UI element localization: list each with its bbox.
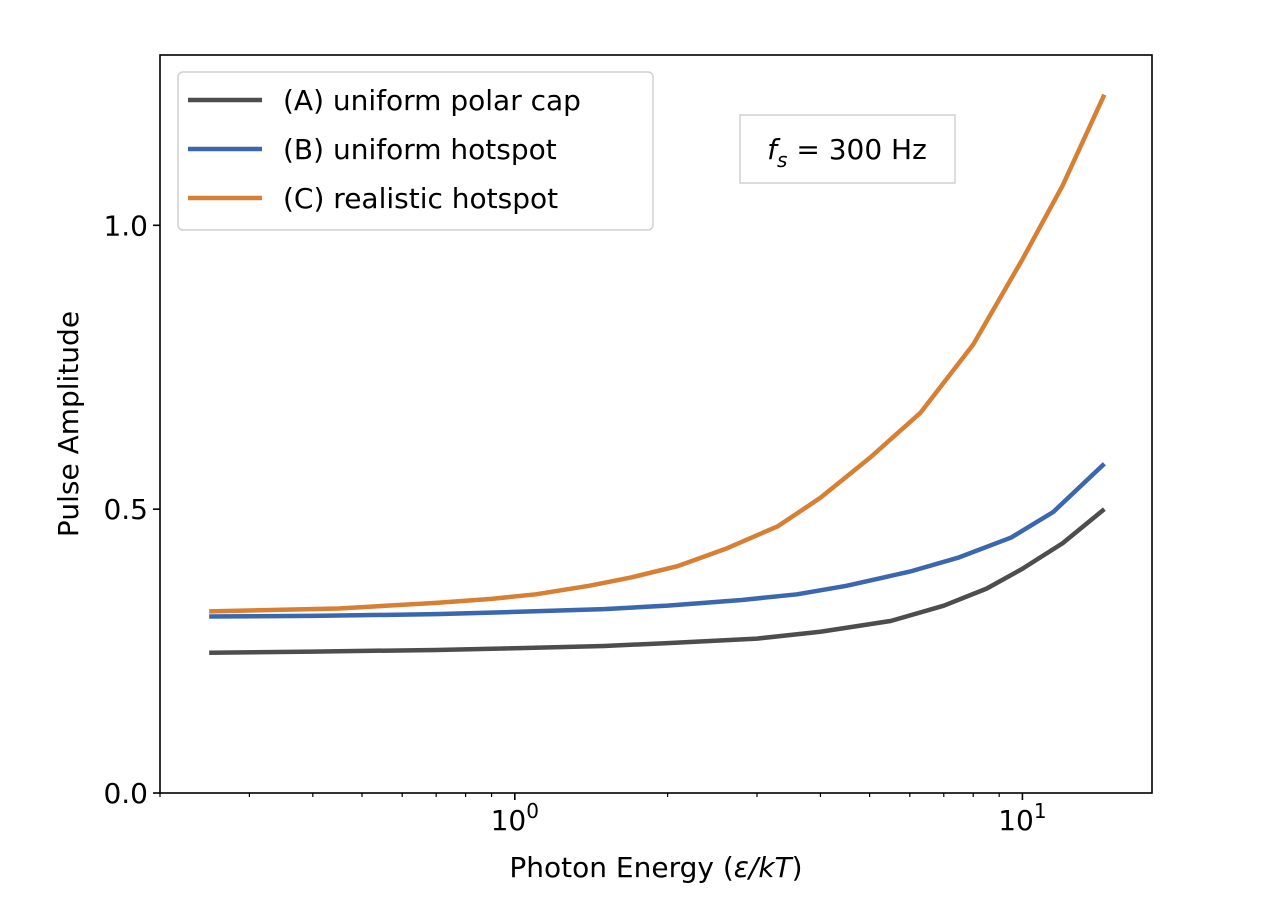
frequency-annotation: fs = 300 Hz [739, 114, 956, 184]
x-axis-label: Photon Energy (ε/kT) [509, 851, 802, 884]
y-tick-label: 0.5 [103, 493, 148, 526]
x-tick-label: 101 [998, 799, 1046, 837]
x-axis-ticks: 100 101 [159, 793, 1047, 837]
x-axis-label-suffix: ) [792, 851, 803, 884]
legend-box [177, 71, 654, 231]
x-axis-label-prefix: Photon Energy ( [509, 851, 733, 884]
y-tick-label: 1.0 [103, 209, 148, 242]
plot-frame [159, 54, 1153, 794]
y-tick-label: 0.0 [103, 777, 148, 810]
legend-label: (C) realistic hotspot [283, 182, 558, 215]
x-axis-label-variable: ε/kT [734, 851, 794, 884]
legend: (A) uniform polar cap (B) uniform hotspot… [177, 71, 654, 231]
y-axis-label: Pulse Amplitude [52, 311, 85, 537]
series-line-c [209, 93, 1107, 614]
annotation-box [739, 114, 956, 184]
x-tick-label: 100 [491, 799, 539, 837]
annotation-text: fs = 300 Hz [767, 133, 927, 172]
series-line-b [209, 462, 1106, 619]
legend-label: (A) uniform polar cap [283, 84, 581, 117]
series-layer [209, 93, 1107, 656]
legend-items: (A) uniform polar cap (B) uniform hotspot… [188, 84, 581, 215]
annotation-rest: = 300 Hz [787, 133, 926, 166]
legend-label: (B) uniform hotspot [283, 133, 557, 166]
annotation-subscript: s [777, 148, 787, 172]
series-line-a [209, 507, 1106, 656]
y-axis-ticks: 0.0 0.5 1.0 [103, 209, 160, 810]
